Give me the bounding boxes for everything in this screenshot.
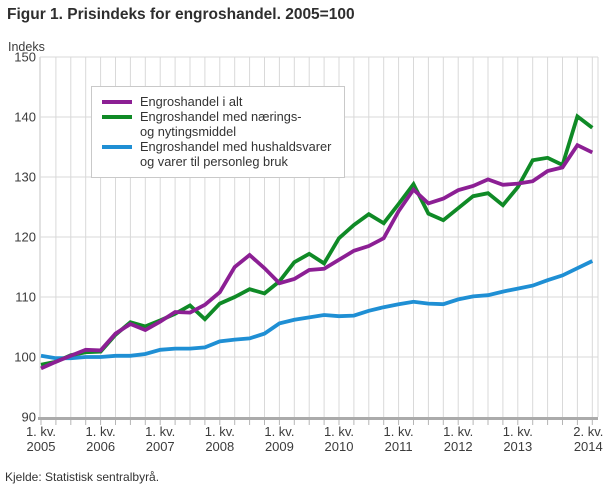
line-naerings-og-nytingsmiddel bbox=[40, 113, 594, 367]
legend-item-household: Engroshandel med hushaldsvarer og varer … bbox=[102, 139, 331, 169]
y-axis-title: Indeks bbox=[8, 40, 45, 54]
legend-swatch-food-icon bbox=[102, 114, 132, 119]
legend-label-line2: og nytingsmiddel bbox=[140, 124, 237, 139]
x-tick-label: 1. kv. bbox=[384, 424, 414, 439]
line-engroshandel-i-alt bbox=[40, 142, 594, 371]
x-tick-label: 1. kv. bbox=[264, 424, 294, 439]
x-tick-label: 2005 bbox=[27, 439, 56, 454]
legend-item-food: Engroshandel med nærings- og nytingsmidd… bbox=[102, 109, 331, 139]
x-tick-label: 2012 bbox=[444, 439, 473, 454]
x-tick-label: 2008 bbox=[205, 439, 234, 454]
legend-label-line2: og varer til personleg bruk bbox=[140, 154, 288, 169]
x-tick-label: 2006 bbox=[86, 439, 115, 454]
y-tick-label: 110 bbox=[15, 290, 36, 305]
line-hushaldsvarer bbox=[40, 259, 594, 361]
data-series bbox=[40, 113, 594, 371]
x-tick-label: 2014 bbox=[574, 439, 603, 454]
x-tick-label: 1. kv. bbox=[324, 424, 354, 439]
x-tick-label: 1. kv. bbox=[26, 424, 56, 439]
y-tick-label: 150 bbox=[14, 50, 36, 65]
x-tick-label: 1. kv. bbox=[443, 424, 473, 439]
x-tick-label: 1. kv. bbox=[145, 424, 175, 439]
x-tick-label: 1. kv. bbox=[86, 424, 116, 439]
y-tick-label: 120 bbox=[14, 230, 36, 245]
legend-label: Engroshandel med hushaldsvarer bbox=[140, 139, 332, 154]
y-tick-label: 90 bbox=[22, 410, 36, 425]
legend-swatch-total-icon bbox=[102, 99, 132, 104]
x-tick-label: 1. kv. bbox=[205, 424, 235, 439]
x-tick-label: 2010 bbox=[325, 439, 354, 454]
legend-label: Engroshandel i alt bbox=[140, 94, 243, 109]
y-tick-label: 100 bbox=[14, 350, 36, 365]
x-tick-label: 1. kv. bbox=[503, 424, 533, 439]
x-tick-label: 2007 bbox=[146, 439, 175, 454]
legend-label: Engroshandel med nærings- bbox=[140, 109, 302, 124]
y-tick-label: 140 bbox=[14, 110, 36, 125]
figure-title: Figur 1. Prisindeks for engroshandel. 20… bbox=[7, 6, 355, 23]
legend-item-total: Engroshandel i alt bbox=[102, 94, 331, 109]
y-tick-label: 130 bbox=[14, 170, 36, 185]
x-tick-label: 2013 bbox=[503, 439, 532, 454]
legend: Engroshandel i alt Engroshandel med næri… bbox=[91, 86, 346, 178]
x-tick-label: 2. kv. bbox=[573, 424, 603, 439]
source-note: Kjelde: Statistisk sentralbyrå. bbox=[5, 470, 160, 484]
x-tick-label: 2011 bbox=[385, 439, 413, 454]
x-tick-label: 2009 bbox=[265, 439, 294, 454]
legend-swatch-household-icon bbox=[102, 144, 132, 149]
